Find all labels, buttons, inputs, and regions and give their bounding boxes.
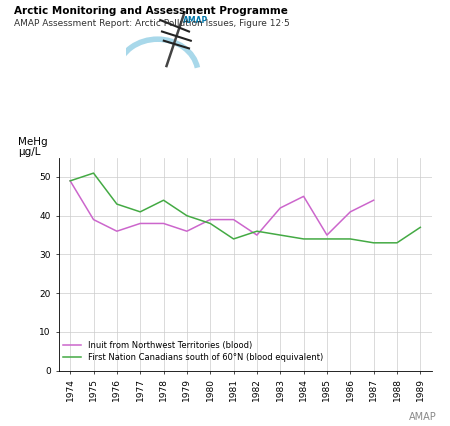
Text: Arctic Monitoring and Assessment Programme: Arctic Monitoring and Assessment Program… xyxy=(14,6,288,16)
Text: AMAP: AMAP xyxy=(409,412,436,422)
Text: μg/L: μg/L xyxy=(18,147,40,157)
Text: AMAP Assessment Report: Arctic Pollution Issues, Figure 12·5: AMAP Assessment Report: Arctic Pollution… xyxy=(14,19,289,28)
Text: AMAP: AMAP xyxy=(183,16,208,25)
Text: MeHg: MeHg xyxy=(18,137,48,147)
Legend: Inuit from Northwest Territories (blood), First Nation Canadians south of 60°N (: Inuit from Northwest Territories (blood)… xyxy=(63,341,323,362)
